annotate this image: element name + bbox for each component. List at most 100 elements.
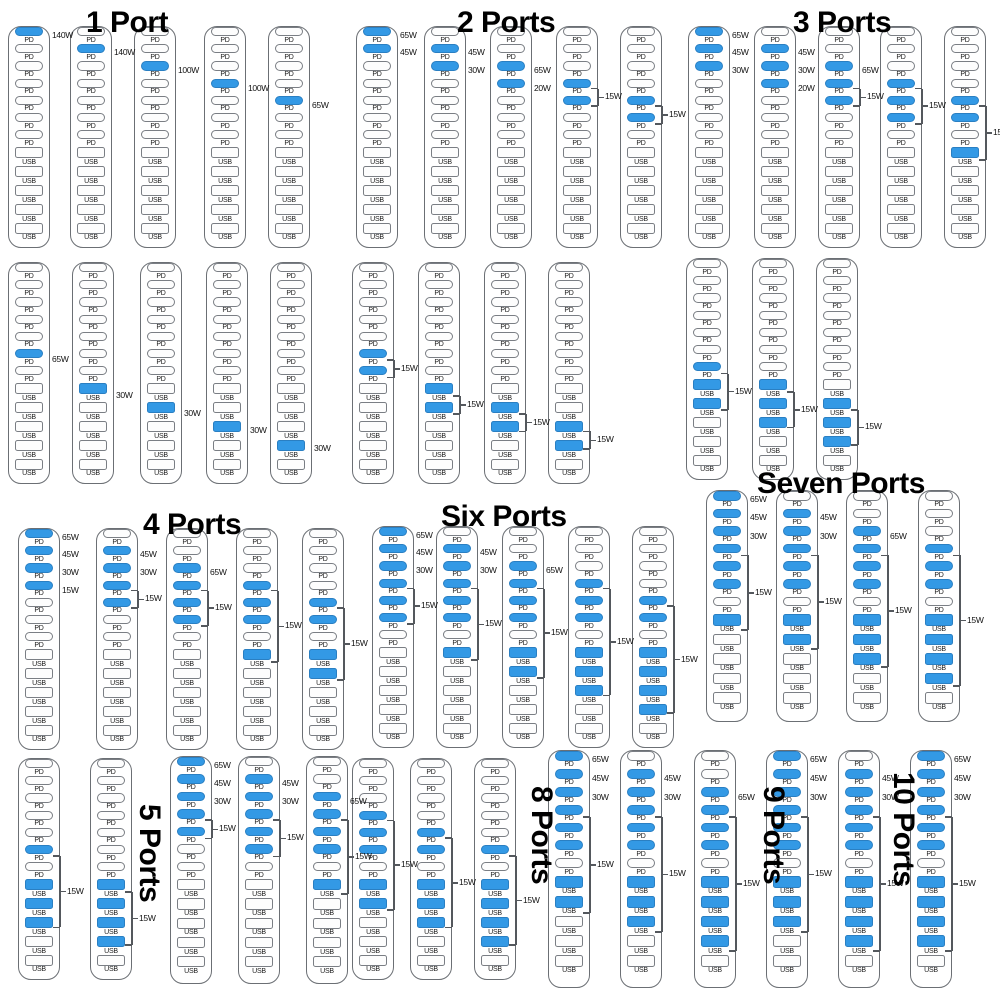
usb-port-2[interactable]: [359, 421, 387, 433]
usb-port-1[interactable]: [639, 666, 667, 678]
usb-port-0[interactable]: [575, 647, 603, 659]
usb-port-1[interactable]: [823, 398, 851, 410]
usb-port-3[interactable]: [97, 936, 125, 948]
pd-port-2[interactable]: [103, 563, 131, 573]
usb-port-4[interactable]: [693, 455, 721, 466]
usb-port-3[interactable]: [639, 704, 667, 716]
usb-port-2[interactable]: [917, 915, 945, 928]
pd-port-4[interactable]: [761, 95, 789, 105]
device-r2-c6[interactable]: PD PD PD PD PD PD PD USB USB USB USB USB: [352, 262, 394, 484]
pd-port-5[interactable]: [555, 348, 583, 359]
pd-port-0[interactable]: [481, 759, 509, 769]
usb-port-4[interactable]: [497, 223, 525, 234]
usb-port-4[interactable]: [925, 692, 953, 704]
pd-port-4[interactable]: [555, 822, 583, 833]
usb-port-2[interactable]: [443, 685, 471, 697]
pd-port-4[interactable]: [759, 327, 787, 337]
pd-port-0[interactable]: [951, 27, 979, 37]
usb-port-0[interactable]: [417, 879, 445, 891]
usb-port-0[interactable]: [277, 383, 305, 395]
pd-port-0[interactable]: [783, 491, 811, 501]
usb-port-2[interactable]: [773, 915, 801, 928]
device-r4-c4[interactable]: PD PD PD PD PD PD PD USB USB USB USB USB: [238, 756, 280, 984]
pd-port-4[interactable]: [713, 561, 741, 572]
usb-port-2[interactable]: [173, 687, 201, 699]
pd-port-2[interactable]: [379, 561, 407, 571]
pd-port-5[interactable]: [359, 844, 387, 855]
usb-port-0[interactable]: [363, 147, 391, 159]
pd-port-4[interactable]: [823, 327, 851, 337]
pd-port-2[interactable]: [417, 793, 445, 803]
pd-port-4[interactable]: [77, 95, 105, 105]
usb-port-3[interactable]: [275, 204, 303, 216]
pd-port-5[interactable]: [713, 579, 741, 589]
device-r1-c7[interactable]: PD PD PD PD PD PD PD USB USB USB USB USB: [424, 26, 466, 248]
pd-port-4[interactable]: [417, 827, 445, 837]
pd-port-3[interactable]: [417, 810, 445, 820]
pd-port-2[interactable]: [243, 563, 271, 573]
pd-port-5[interactable]: [887, 112, 915, 123]
device-r4-c8[interactable]: PD PD PD PD PD PD PD USB USB USB USB USB: [474, 758, 516, 980]
pd-port-0[interactable]: [555, 263, 583, 273]
pd-port-2[interactable]: [313, 791, 341, 802]
usb-port-3[interactable]: [951, 204, 979, 216]
usb-port-1[interactable]: [25, 898, 53, 910]
pd-port-5[interactable]: [917, 840, 945, 851]
pd-port-6[interactable]: [277, 366, 305, 376]
pd-port-3[interactable]: [497, 78, 525, 88]
usb-port-0[interactable]: [177, 879, 205, 891]
pd-port-2[interactable]: [925, 526, 953, 536]
usb-port-2[interactable]: [555, 421, 583, 433]
usb-port-0[interactable]: [173, 649, 201, 661]
usb-port-4[interactable]: [363, 223, 391, 234]
pd-port-3[interactable]: [509, 578, 537, 588]
pd-port-6[interactable]: [759, 362, 787, 372]
pd-port-2[interactable]: [695, 61, 723, 71]
pd-port-1[interactable]: [951, 44, 979, 54]
device-r3-c9[interactable]: PD PD PD PD PD PD PD USB USB USB USB USB: [568, 526, 610, 748]
device-r4-c3[interactable]: PD PD PD PD PD PD PD USB USB USB USB USB: [170, 756, 212, 984]
pd-port-0[interactable]: [443, 527, 471, 537]
usb-port-4[interactable]: [417, 955, 445, 966]
usb-port-4[interactable]: [25, 955, 53, 966]
pd-port-4[interactable]: [627, 822, 655, 833]
usb-port-1[interactable]: [359, 402, 387, 414]
usb-port-0[interactable]: [77, 147, 105, 159]
pd-port-6[interactable]: [481, 862, 509, 872]
usb-port-1[interactable]: [555, 402, 583, 414]
usb-port-1[interactable]: [103, 668, 131, 680]
usb-port-2[interactable]: [627, 185, 655, 197]
pd-port-1[interactable]: [555, 280, 583, 290]
pd-port-4[interactable]: [925, 561, 953, 572]
usb-port-4[interactable]: [563, 223, 591, 234]
pd-port-0[interactable]: [147, 263, 175, 273]
pd-port-5[interactable]: [783, 579, 811, 589]
pd-port-5[interactable]: [627, 112, 655, 123]
usb-port-0[interactable]: [917, 876, 945, 888]
usb-port-4[interactable]: [825, 223, 853, 234]
pd-port-1[interactable]: [925, 508, 953, 519]
usb-port-4[interactable]: [627, 955, 655, 967]
pd-port-3[interactable]: [951, 78, 979, 88]
usb-port-0[interactable]: [701, 876, 729, 888]
usb-port-0[interactable]: [103, 649, 131, 661]
pd-port-1[interactable]: [575, 544, 603, 554]
pd-port-1[interactable]: [147, 280, 175, 290]
pd-port-1[interactable]: [761, 44, 789, 54]
usb-port-3[interactable]: [563, 204, 591, 216]
pd-port-1[interactable]: [443, 544, 471, 554]
pd-port-3[interactable]: [845, 804, 873, 815]
usb-port-3[interactable]: [425, 440, 453, 452]
usb-port-4[interactable]: [313, 956, 341, 968]
pd-port-3[interactable]: [79, 314, 107, 324]
usb-port-3[interactable]: [211, 204, 239, 216]
pd-port-2[interactable]: [425, 297, 453, 307]
pd-port-0[interactable]: [759, 259, 787, 269]
usb-port-0[interactable]: [759, 379, 787, 391]
usb-port-0[interactable]: [309, 649, 337, 661]
pd-port-5[interactable]: [425, 348, 453, 359]
pd-port-0[interactable]: [925, 491, 953, 501]
pd-port-0[interactable]: [25, 529, 53, 539]
usb-port-4[interactable]: [887, 223, 915, 234]
pd-port-1[interactable]: [497, 44, 525, 54]
